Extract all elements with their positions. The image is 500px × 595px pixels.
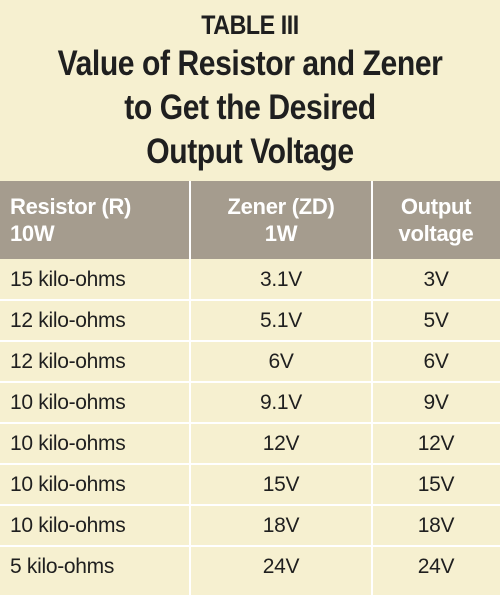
table-row: 12 kilo-ohms 6V 6V [0,341,500,382]
cell-output: 24V [417,555,455,578]
header-resistor-line-2: 10W [10,221,55,246]
cell-output: 5V [423,309,449,332]
cell-zener: 24V [262,555,300,578]
table-title-line-3: Output Voltage [146,132,354,171]
table-title-line-2: to Get the Desired [124,88,376,127]
cell-output: 9V [423,391,449,414]
table-row: 10 kilo-ohms 18V 18V [0,505,500,546]
header-output-line-1: Output [400,194,472,219]
cell-output: 15V [417,473,455,496]
cell-zener: 6V [268,350,294,373]
header-divider-1 [189,181,191,259]
cell-resistor: 12 kilo-ohms [10,309,126,332]
table-row: 10 kilo-ohms 9.1V 9V [0,382,500,423]
row-divider [0,299,500,301]
table-row: 5 kilo-ohms 24V 24V [0,546,500,587]
cell-resistor: 10 kilo-ohms [10,432,126,455]
cell-zener: 5.1V [260,309,302,332]
header-output-voltage: Output voltage [372,181,500,259]
cell-resistor: 10 kilo-ohms [10,514,126,537]
table-title-line-1: Value of Resistor and Zener [57,44,443,83]
cell-zener: 12V [262,432,300,455]
cell-zener: 9.1V [260,391,302,414]
row-divider [0,545,500,547]
cell-output: 12V [417,432,455,455]
cell-zener: 3.1V [260,268,302,291]
row-divider [0,422,500,424]
header-divider-2 [371,181,373,259]
row-divider [0,463,500,465]
cell-resistor: 5 kilo-ohms [10,555,115,578]
table-row: 15 kilo-ohms 3.1V 3V [0,259,500,300]
header-zener-line-1: Zener (ZD) [227,194,335,219]
table-body: 15 kilo-ohms 3.1V 3V 12 kilo-ohms 5.1V 5… [0,259,500,595]
table-header-row: Resistor (R) 10W Zener (ZD) 1W Output vo… [0,181,500,259]
table-row: 12 kilo-ohms 5.1V 5V [0,300,500,341]
cell-output: 3V [423,268,449,291]
cell-resistor: 10 kilo-ohms [10,391,126,414]
cell-zener: 18V [262,514,300,537]
table-row: 10 kilo-ohms 15V 15V [0,464,500,505]
cell-zener: 15V [262,473,300,496]
column-divider-2 [371,259,373,595]
row-divider [0,381,500,383]
header-resistor-line-1: Resistor (R) [10,194,132,219]
cell-resistor: 12 kilo-ohms [10,350,126,373]
table-row: 10 kilo-ohms 12V 12V [0,423,500,464]
cell-output: 6V [423,350,449,373]
header-resistor: Resistor (R) 10W [0,181,190,259]
cell-resistor: 10 kilo-ohms [10,473,126,496]
table-title-block: TABLE III Value of Resistor and Zener to… [0,0,500,181]
cell-resistor: 15 kilo-ohms [10,268,126,291]
header-zener: Zener (ZD) 1W [190,181,372,259]
table-label: TABLE III [201,10,299,40]
column-divider-1 [189,259,191,595]
header-output-line-2: voltage [398,221,474,246]
header-zener-line-2: 1W [264,221,298,246]
row-divider [0,340,500,342]
row-divider [0,504,500,506]
cell-output: 18V [417,514,455,537]
